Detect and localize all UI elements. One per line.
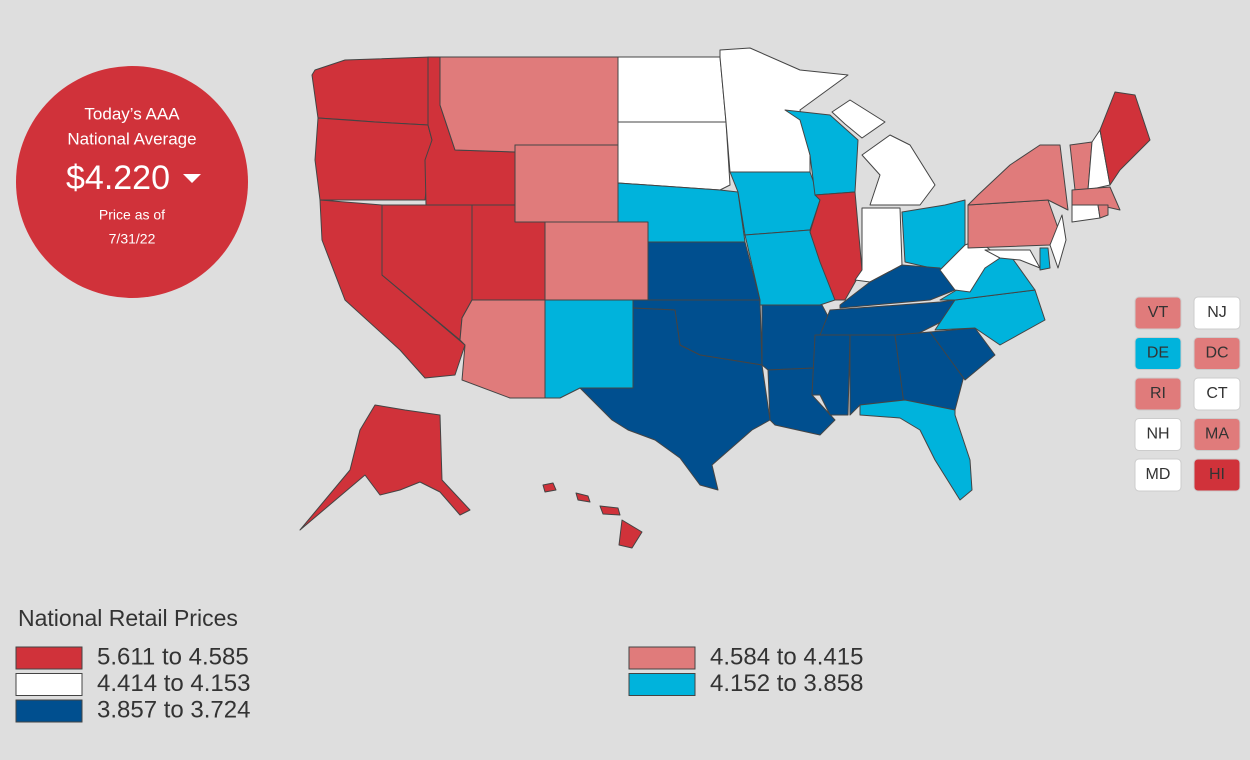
state (579, 307, 771, 491)
legend-label: 4.152 to 3.858 (710, 670, 863, 697)
state-box-label: HI (1209, 466, 1225, 483)
state-box[interactable] (1193, 337, 1241, 370)
state (967, 199, 1059, 249)
state (544, 221, 649, 301)
state (831, 99, 886, 139)
state (1071, 186, 1121, 211)
state (617, 121, 731, 191)
legend-swatch (15, 699, 83, 723)
state-box[interactable] (1193, 377, 1241, 411)
legend-label: 3.857 to 3.724 (97, 696, 250, 723)
state (647, 241, 761, 301)
badge-note: 7/31/22 (109, 231, 156, 247)
legend-label: 4.584 to 4.415 (710, 643, 863, 670)
state-box[interactable] (1134, 296, 1182, 330)
state-box-label: VT (1148, 304, 1169, 321)
state (1039, 247, 1051, 271)
state (439, 56, 619, 153)
state-box[interactable] (1193, 418, 1241, 451)
state-box[interactable] (1134, 337, 1182, 370)
state (729, 171, 821, 236)
average-badge (16, 66, 248, 298)
state (618, 519, 643, 549)
state (1049, 214, 1067, 269)
state (984, 249, 1041, 269)
legend-swatch (628, 646, 696, 670)
state (459, 299, 546, 399)
state (859, 399, 973, 501)
legend: 5.611 to 4.585 4.584 to 4.415 4.414 to 4.1… (15, 643, 863, 723)
state-box-label: MD (1146, 466, 1171, 483)
down-arrow (183, 174, 201, 183)
national-average: Today’s AAA National Average $4.220 Pric… (16, 66, 248, 298)
state-box-label: CT (1206, 385, 1228, 402)
state (861, 134, 936, 206)
state (514, 144, 619, 223)
state-box-label: DC (1205, 345, 1228, 362)
badge-line: Today’s AAA (84, 104, 180, 123)
state-box[interactable] (1134, 377, 1182, 411)
state (299, 404, 471, 531)
legend-title: National Retail Prices (18, 605, 238, 631)
state (939, 239, 1001, 293)
state (544, 299, 634, 399)
legend-swatch (15, 646, 83, 670)
state-box-label: NJ (1207, 304, 1227, 321)
state (311, 56, 431, 126)
state-box[interactable] (1193, 458, 1241, 492)
state-box[interactable] (1134, 418, 1182, 451)
state-box-label: NH (1146, 426, 1169, 443)
state-box[interactable] (1134, 458, 1182, 492)
badge-note: Price as of (99, 207, 165, 223)
us-map (299, 47, 1151, 549)
legend-swatch (628, 673, 696, 696)
state (575, 492, 591, 503)
state (967, 144, 1069, 211)
average-price: $4.220 (66, 159, 170, 197)
state (719, 47, 849, 173)
state (542, 482, 557, 493)
small-states: VT NJ DE DC RI CT NH MA MD HI (1134, 296, 1241, 492)
legend-label: 4.414 to 4.153 (97, 670, 250, 697)
state (1097, 204, 1109, 219)
badge-line: National Average (67, 129, 196, 148)
state (599, 505, 621, 516)
state-box-label: DE (1147, 345, 1169, 362)
state-box-label: RI (1150, 385, 1166, 402)
legend-label: 5.611 to 4.585 (97, 643, 249, 670)
state (929, 327, 996, 381)
state-box[interactable] (1193, 296, 1241, 330)
state (1099, 91, 1151, 186)
state-box-label: MA (1205, 426, 1229, 443)
state (809, 191, 863, 301)
legend-swatch (15, 673, 83, 696)
state (314, 117, 433, 201)
state (617, 56, 727, 123)
